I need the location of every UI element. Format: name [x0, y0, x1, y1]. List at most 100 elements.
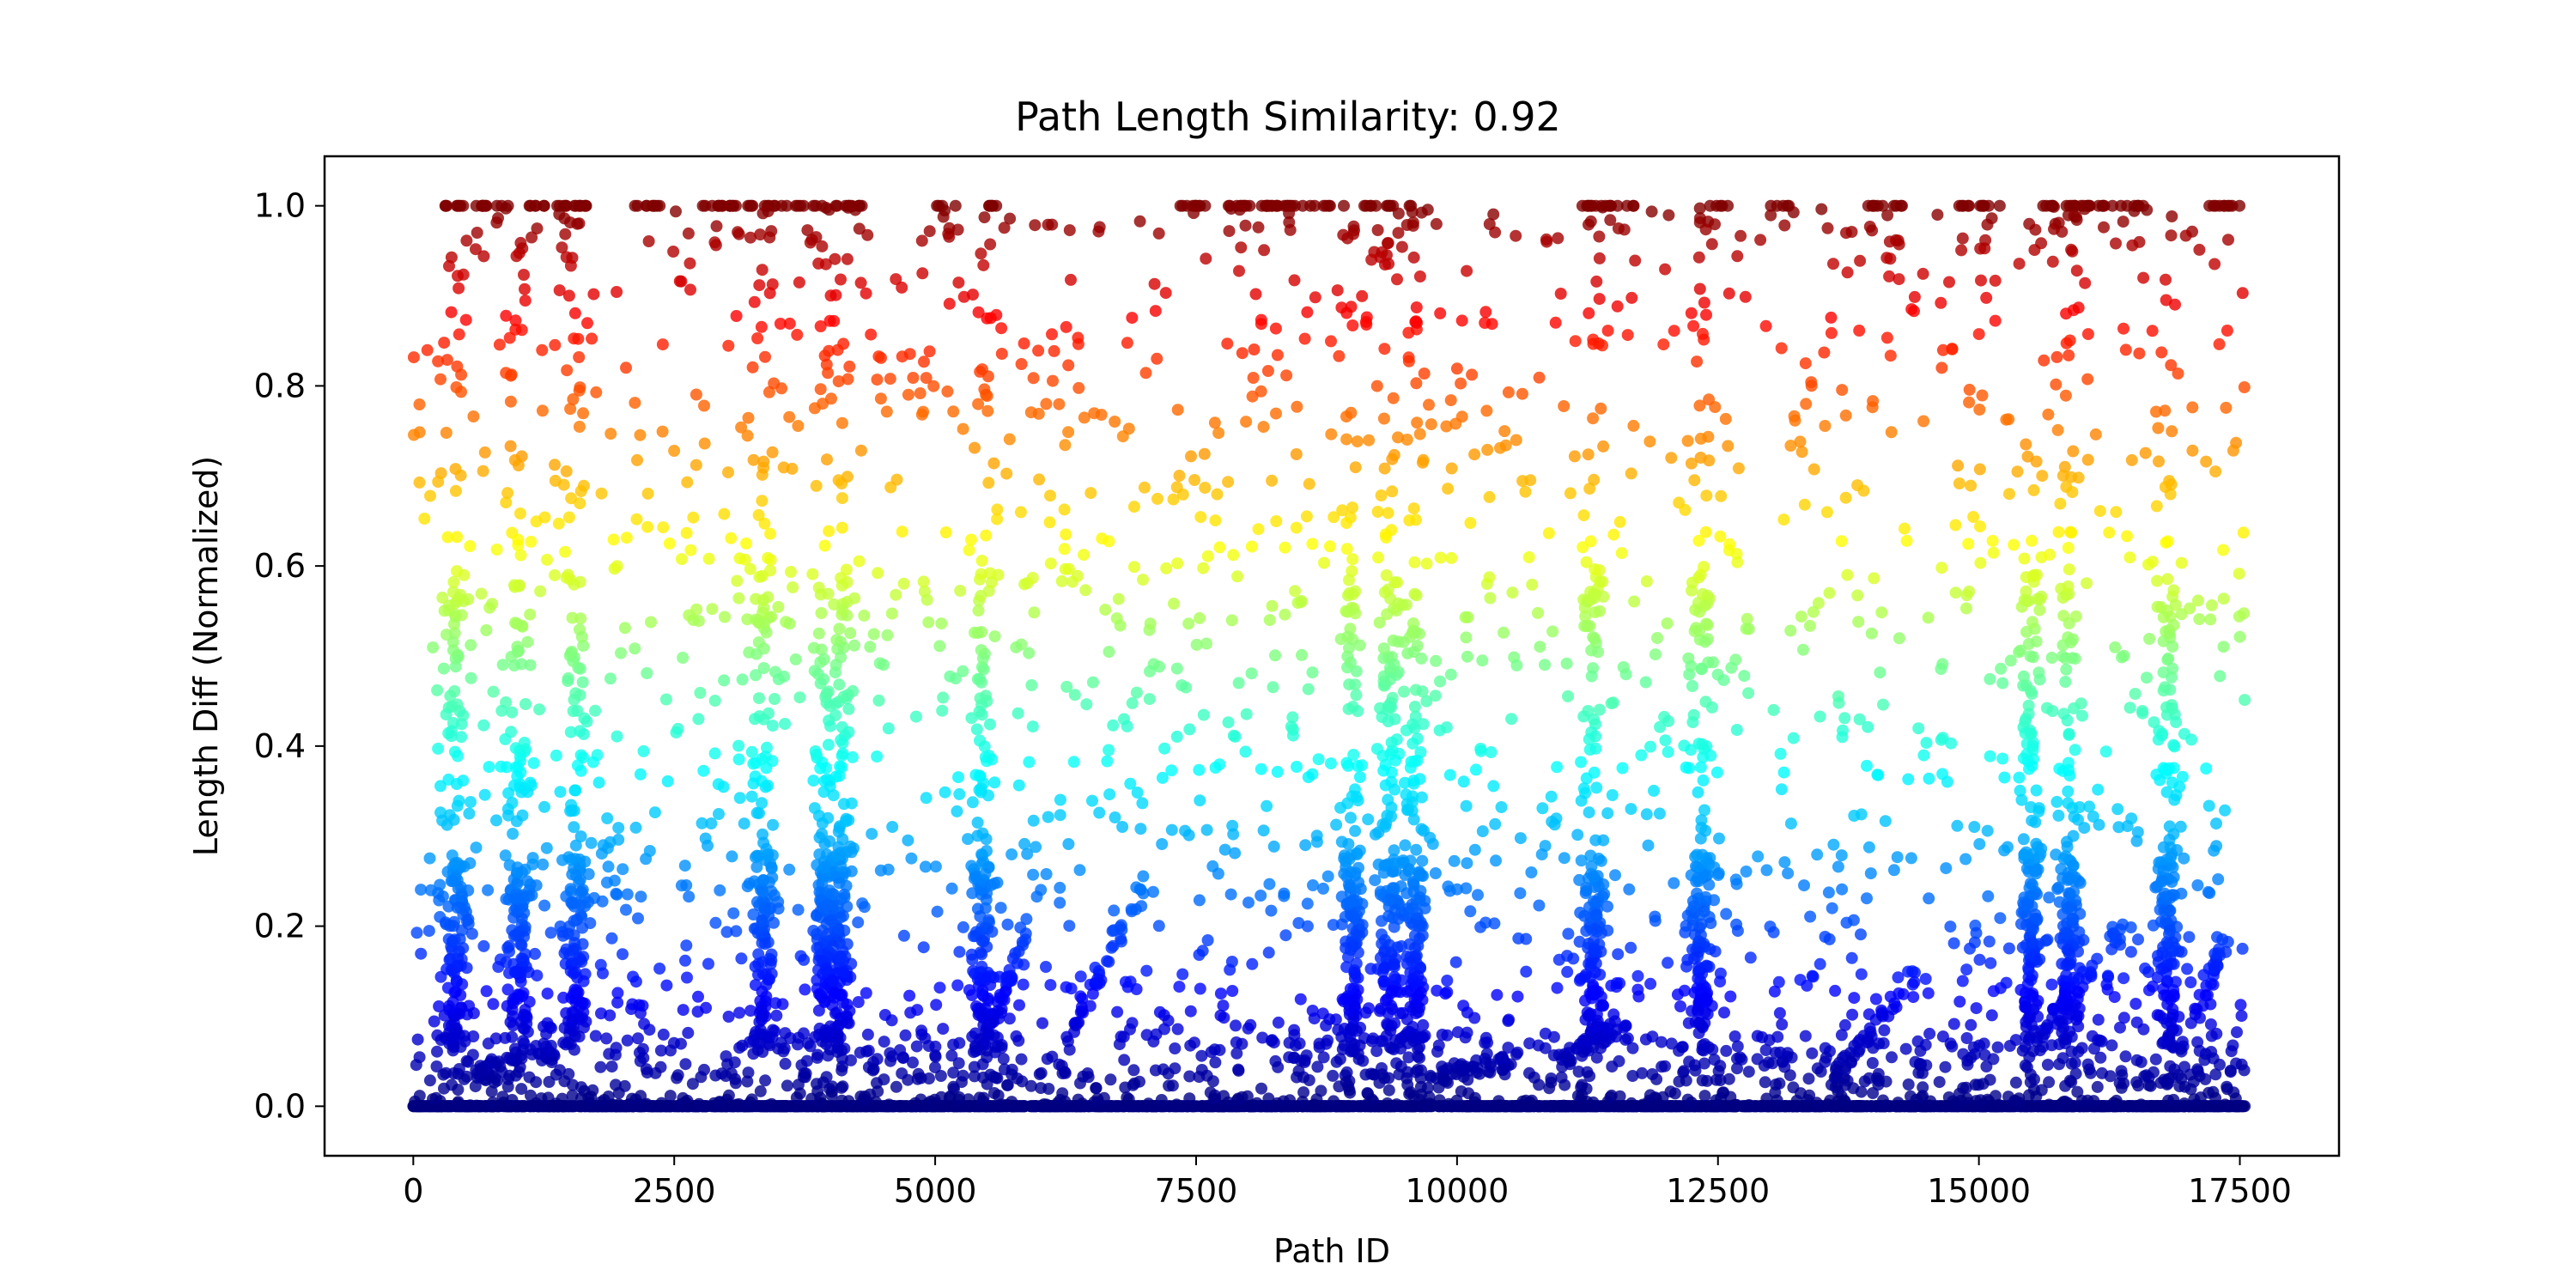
data-point — [1387, 392, 1400, 404]
data-point — [1338, 867, 1351, 880]
data-point — [757, 874, 769, 887]
data-point — [843, 360, 856, 373]
data-point — [1406, 955, 1419, 968]
data-point — [453, 794, 465, 807]
data-point — [506, 706, 519, 719]
data-point — [1595, 854, 1607, 867]
data-point — [1266, 199, 1279, 212]
data-point — [455, 368, 468, 381]
data-point — [977, 258, 990, 271]
data-point — [573, 351, 586, 363]
data-point — [808, 802, 821, 815]
data-point — [749, 979, 762, 992]
data-point — [1356, 759, 1369, 772]
data-point — [1352, 705, 1364, 718]
data-point — [970, 723, 983, 736]
data-point — [575, 630, 588, 643]
data-point — [762, 1099, 775, 1112]
data-point — [451, 902, 464, 914]
data-point — [2207, 199, 2220, 212]
data-point — [746, 199, 759, 212]
data-point — [560, 199, 572, 212]
data-point — [576, 676, 589, 689]
data-point — [1588, 713, 1601, 726]
data-point — [508, 453, 521, 466]
data-point — [975, 555, 988, 568]
data-point — [582, 868, 595, 880]
data-point — [1342, 878, 1355, 891]
data-point — [968, 872, 981, 885]
data-point — [1380, 569, 1393, 581]
data-point — [515, 619, 528, 632]
data-point — [845, 865, 858, 878]
data-point — [836, 604, 849, 617]
data-point — [2226, 199, 2239, 212]
data-point — [437, 662, 450, 675]
data-point — [836, 1080, 849, 1093]
data-point — [513, 507, 526, 519]
data-point — [1583, 307, 1595, 319]
data-point — [562, 675, 574, 688]
data-point — [723, 199, 736, 212]
data-point — [1346, 319, 1359, 331]
data-point — [988, 630, 1001, 643]
data-point — [1375, 1002, 1387, 1015]
data-point — [835, 492, 848, 505]
data-point — [1593, 252, 1606, 264]
data-point — [1705, 238, 1718, 251]
data-point — [2083, 199, 2096, 212]
data-point — [1604, 199, 1617, 212]
data-point — [753, 692, 765, 705]
data-point — [853, 199, 866, 212]
data-point — [557, 991, 570, 1004]
data-point — [574, 830, 587, 843]
data-point — [822, 1049, 835, 1062]
data-point — [1382, 910, 1395, 922]
data-point — [822, 685, 835, 698]
data-point — [465, 796, 477, 808]
data-point — [1670, 1100, 1683, 1113]
data-point — [1385, 701, 1398, 714]
data-point — [1578, 970, 1591, 983]
data-point — [1378, 586, 1391, 598]
data-point — [822, 738, 835, 751]
data-point — [765, 861, 778, 874]
data-point — [1415, 652, 1428, 665]
data-point — [817, 653, 830, 665]
data-point — [1382, 507, 1394, 519]
data-point — [833, 848, 846, 861]
data-point — [506, 1094, 519, 1106]
data-point — [824, 720, 836, 732]
data-point — [465, 639, 477, 652]
data-point — [1304, 199, 1316, 212]
data-point — [490, 199, 503, 212]
data-point — [973, 705, 986, 718]
data-point — [1334, 801, 1346, 814]
data-point — [759, 350, 771, 363]
data-point — [1583, 806, 1595, 819]
data-point — [511, 878, 524, 890]
data-point — [517, 1008, 530, 1021]
data-point — [969, 626, 981, 639]
data-point — [1411, 416, 1424, 429]
data-point — [575, 956, 588, 969]
data-point — [759, 1074, 772, 1087]
data-point — [1582, 448, 1595, 461]
data-point — [1547, 1100, 1560, 1113]
data-point — [833, 678, 846, 691]
data-point — [1392, 635, 1405, 648]
data-point — [1390, 733, 1403, 746]
data-point — [516, 891, 529, 904]
data-point — [835, 750, 848, 762]
data-point — [2115, 199, 2128, 212]
data-point — [1403, 863, 1416, 876]
data-point — [981, 370, 994, 383]
data-point — [710, 220, 723, 233]
data-point — [756, 569, 769, 582]
data-point — [507, 828, 519, 840]
data-point — [1410, 843, 1423, 856]
data-point — [447, 875, 459, 888]
data-point — [818, 539, 831, 552]
data-point — [1977, 199, 1990, 212]
data-point — [982, 477, 995, 489]
